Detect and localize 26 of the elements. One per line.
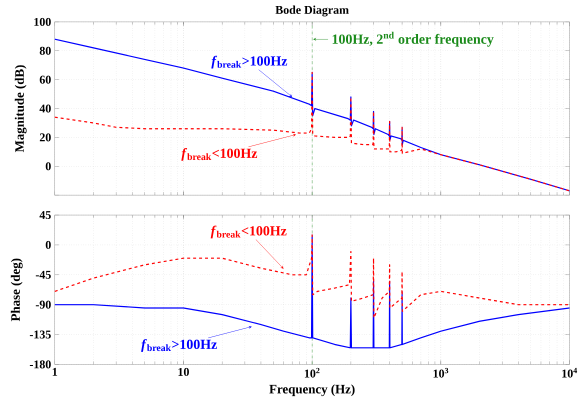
y-tick-label: 60: [40, 76, 51, 84]
annotation: f$_{break}$<100Hz: [210, 226, 286, 238]
ref-line-label: 100Hz, 2$^{nd}$ order frequency: [332, 32, 494, 47]
annotation: f$_{break}$<100Hz: [181, 148, 258, 161]
y-tick-label: -135: [30, 330, 51, 338]
y-tick-label: -45: [36, 270, 51, 279]
y-tick-label: 0: [46, 162, 51, 170]
y-axis-title: Phase (deg): [10, 258, 23, 322]
annotation: f$_{break}$>100Hz: [141, 339, 217, 352]
annotation: f$_{break}$>100Hz: [211, 56, 288, 68]
x-axis-title: Frequency (Hz): [269, 384, 355, 396]
y-tick-label: 100: [34, 18, 51, 26]
x-tick-label: 10$^{3}$: [434, 368, 448, 378]
y-tick-label: 20: [40, 133, 51, 142]
y-tick-label: -90: [36, 300, 51, 309]
chart-title: Bode Diagram: [275, 5, 349, 16]
x-tick-label: 10$^{4}$: [562, 368, 578, 378]
y-tick-label: 40: [40, 104, 51, 112]
x-tick-label: 10: [178, 368, 189, 376]
y-axis-title: Magnitude (dB): [14, 65, 27, 152]
x-tick-label: 1: [52, 368, 58, 376]
y-tick-label: 45: [40, 210, 51, 219]
x-tick-label: 10$^{2}$: [304, 368, 320, 378]
y-tick-label: 0: [46, 240, 51, 249]
y-tick-label: -180: [30, 360, 51, 368]
y-tick-label: 80: [40, 46, 51, 55]
